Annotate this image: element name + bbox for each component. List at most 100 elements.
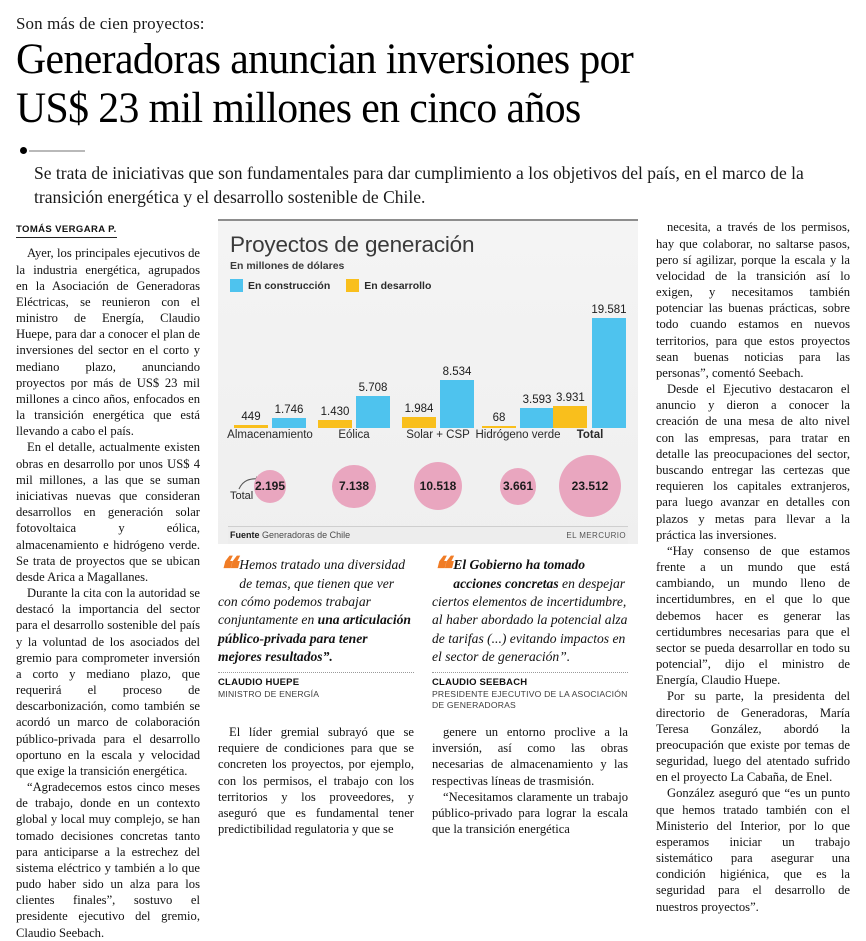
total-bubble [559, 455, 621, 518]
byline: TOMÁS VERGARA P. [16, 224, 117, 239]
bar-value-label: 3.931 [556, 392, 585, 405]
legend-swatch-icon [230, 279, 243, 293]
bar-rect [520, 408, 554, 429]
bar-en-construccion: 8.534 [440, 296, 474, 429]
total-bubble-label: 10.518 [419, 479, 457, 494]
bar-rect [234, 425, 268, 429]
headline-line-1: Generadoras anuncian inversiones por [16, 36, 634, 83]
paragraph: “Agradecemos estos cinco meses de trabaj… [16, 780, 200, 940]
quote-divider [218, 672, 414, 674]
chart-plot-area: 449 1.746 1.430 5.708 1.984 8.534 68 3.593 3.931… [228, 296, 630, 429]
bar-group: 449 1.746 [230, 296, 310, 429]
bottom-column-1: El líder gremial subrayó que se requiere… [218, 724, 414, 837]
bar-group: 68 3.593 [478, 296, 558, 429]
bar-rect [318, 420, 352, 429]
bar-en-construccion: 3.593 [520, 296, 554, 429]
quote-plain: en despejar ciertos elementos de incerti… [432, 575, 628, 665]
total-bubble [253, 469, 287, 503]
quote-attribution-role: PRESIDENTE EJECUTIVO DE LA ASOCIACIÓN DE… [432, 689, 628, 710]
quote-plain: Hemos tratado una diversidad de temas, q… [218, 557, 406, 628]
divider-dot [20, 147, 27, 155]
bar-rect [553, 406, 588, 429]
article-header: Son más de cien proyectos: Generadoras a… [16, 14, 850, 209]
total-bubble [499, 468, 537, 505]
chart-legend: En construcción En desarrollo [230, 279, 628, 293]
paragraph: Durante la cita con la autoridad se dest… [16, 586, 200, 778]
bar-rect [272, 418, 306, 429]
bar-rect [440, 380, 474, 429]
chart-infographic: Proyectos de generación En millones de d… [218, 219, 638, 545]
bar-value-label: 19.581 [591, 304, 627, 317]
bar-value-label: 1.430 [320, 406, 350, 419]
total-bubble-label: 7.138 [338, 479, 370, 494]
quote-emphasis: El Gobierno ha tomado acciones concretas [453, 557, 586, 591]
legend-label: En desarrollo [364, 279, 432, 292]
paragraph: genere un entorno proclive a la inversió… [432, 725, 628, 788]
bottom-column-2: genere un entorno proclive a la inversió… [432, 724, 628, 837]
total-bubble-label: 2.195 [254, 479, 286, 494]
quote-divider [432, 672, 628, 674]
bar-group: 3.931 19.581 [550, 296, 630, 429]
paragraph: En el detalle, actualmente existen obras… [16, 440, 200, 584]
kicker: Son más de cien proyectos: [16, 14, 205, 33]
pull-quote-seebach: ❝ El Gobierno ha tomado acciones concreta… [432, 552, 628, 710]
bar-group: 1.430 5.708 [314, 296, 394, 429]
category-label: Almacenamiento [227, 429, 313, 442]
quote-emphasis: una articulación público-privada para te… [218, 612, 411, 665]
chart-brand: EL MERCURIO [566, 531, 626, 541]
paragraph: necesita, a través de los permisos, hay … [656, 220, 850, 380]
bar-en-construccion: 1.746 [272, 296, 306, 429]
chart-title: Proyectos de generación [230, 232, 475, 258]
chart-source-value: Generadoras de Chile [262, 530, 351, 541]
bar-rect [356, 396, 390, 429]
chart-total-bubbles: Total 2.195 7.138 10.518 3.661 23.512 [228, 455, 628, 524]
quote-attribution-name: CLAUDIO SEEBACH [432, 677, 528, 689]
chart-source: Fuente Generadoras de Chile [230, 530, 350, 540]
chart-source-label: Fuente [230, 530, 260, 541]
bar-value-label: 68 [492, 412, 506, 425]
bar-value-label: 8.534 [442, 366, 472, 379]
legend-label: En construcción [248, 279, 331, 292]
bar-en-desarrollo: 1.430 [318, 296, 352, 429]
paragraph: “Hay consenso de que estamos frente a un… [656, 543, 850, 688]
bar-value-label: 3.593 [522, 394, 552, 407]
paragraph: “Necesitamos claramente un trabajo públi… [432, 789, 628, 837]
headline-line-2: US$ 23 mil millones en cinco años [16, 84, 581, 132]
bar-en-desarrollo: 449 [234, 296, 268, 429]
bar-value-label: 449 [241, 411, 261, 424]
bar-value-label: 1.984 [404, 403, 434, 416]
divider [20, 147, 850, 155]
paragraph: Por su parte, la presidenta del director… [656, 689, 850, 785]
pull-quotes: ❝ Hemos tratado una diversidad de temas, … [218, 552, 638, 710]
chart-footer: Fuente Generadoras de Chile EL MERCURIO [228, 526, 628, 545]
bar-rect [592, 318, 626, 429]
bar-en-construccion: 5.708 [356, 296, 390, 429]
chart-category-axis: Almacenamiento Eólica Solar + CSP Hidrógeno… [227, 428, 628, 458]
total-bubble [332, 464, 376, 508]
quote-mark-icon: ❝ [432, 552, 450, 590]
bar-rect [482, 426, 516, 429]
paragraph: El líder gremial subrayó que se requiere… [218, 725, 414, 837]
quote-attribution-name: CLAUDIO HUEPE [218, 677, 300, 689]
article-columns: TOMÁS VERGARA P. Ayer, los principales e… [16, 219, 850, 940]
divider-line [29, 149, 85, 152]
bar-group: 1.984 8.534 [398, 296, 478, 429]
chart-subtitle: En millones de dólares [230, 260, 345, 273]
standfirst: Se trata de iniciativas que son fundamen… [34, 163, 804, 207]
paragraph: Desde el Ejecutivo destacaron el anuncio… [656, 382, 850, 542]
bar-en-desarrollo: 1.984 [402, 296, 436, 429]
total-bubble [413, 462, 463, 511]
paragraph: González aseguró que “es un punto que he… [656, 786, 850, 914]
left-column: TOMÁS VERGARA P. Ayer, los principales e… [16, 219, 212, 940]
total-axis-label: Total [230, 490, 254, 503]
category-label: Eólica [338, 429, 370, 442]
bar-value-label: 5.708 [358, 382, 388, 395]
bar-value-label: 1.746 [274, 404, 304, 417]
total-bubble-label: 3.661 [502, 479, 534, 494]
page-title: Generadoras anuncian inversiones por US$… [16, 36, 825, 133]
legend-swatch-icon [346, 279, 360, 293]
quote-attribution-role: MINISTRO DE ENERGÍA [218, 689, 320, 700]
bar-en-construccion: 19.581 [591, 296, 627, 429]
bar-rect [402, 417, 436, 429]
bar-en-desarrollo: 68 [482, 296, 516, 429]
